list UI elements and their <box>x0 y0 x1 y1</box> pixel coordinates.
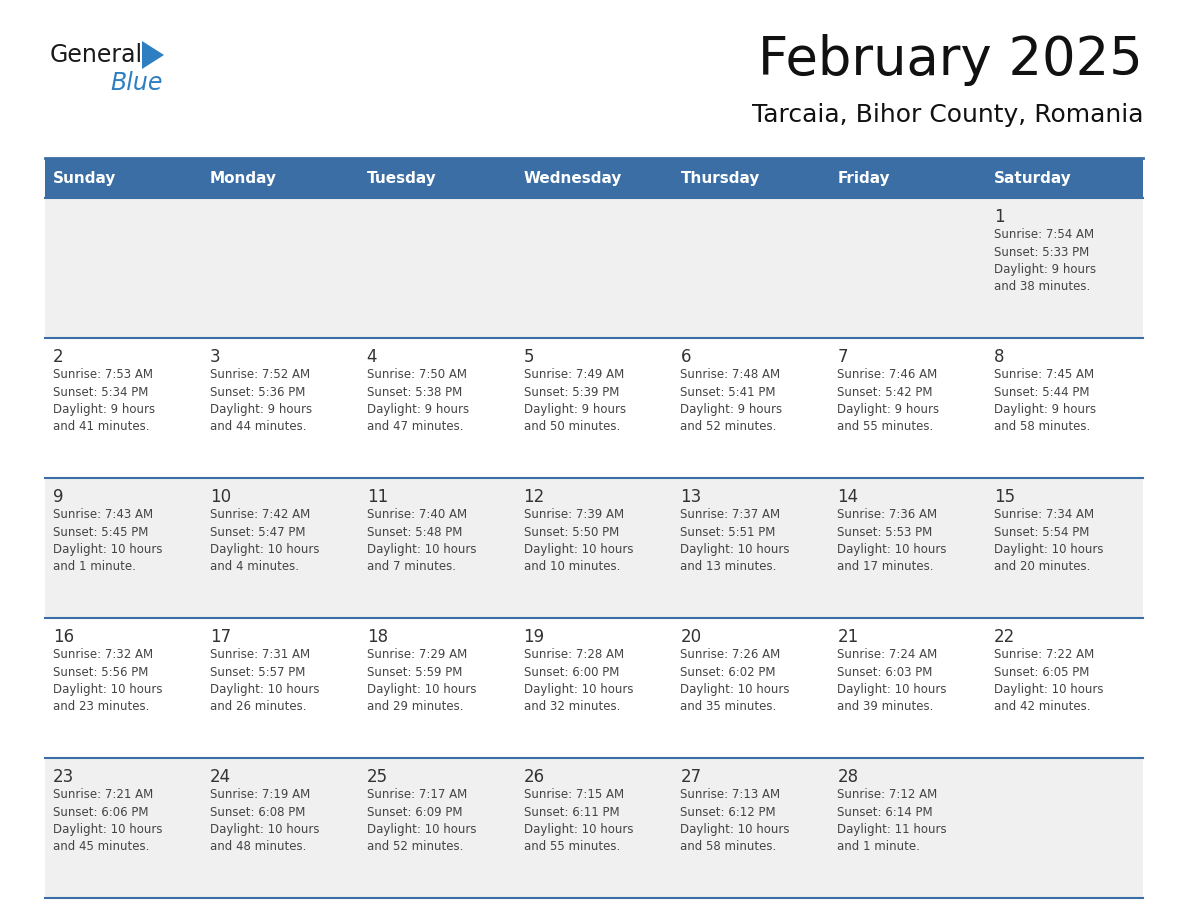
Text: 7: 7 <box>838 348 848 366</box>
Text: Sunrise: 7:53 AM
Sunset: 5:34 PM
Daylight: 9 hours
and 41 minutes.: Sunrise: 7:53 AM Sunset: 5:34 PM Dayligh… <box>53 368 156 433</box>
Text: 21: 21 <box>838 628 859 646</box>
Text: 13: 13 <box>681 488 702 506</box>
Text: Tarcaia, Bihor County, Romania: Tarcaia, Bihor County, Romania <box>752 103 1143 127</box>
Text: 18: 18 <box>367 628 387 646</box>
Text: 11: 11 <box>367 488 388 506</box>
Text: 5: 5 <box>524 348 535 366</box>
Text: Sunrise: 7:43 AM
Sunset: 5:45 PM
Daylight: 10 hours
and 1 minute.: Sunrise: 7:43 AM Sunset: 5:45 PM Dayligh… <box>53 508 163 574</box>
Text: 28: 28 <box>838 768 859 786</box>
Text: Sunrise: 7:19 AM
Sunset: 6:08 PM
Daylight: 10 hours
and 48 minutes.: Sunrise: 7:19 AM Sunset: 6:08 PM Dayligh… <box>210 788 320 854</box>
Text: Sunrise: 7:28 AM
Sunset: 6:00 PM
Daylight: 10 hours
and 32 minutes.: Sunrise: 7:28 AM Sunset: 6:00 PM Dayligh… <box>524 648 633 713</box>
Text: 3: 3 <box>210 348 221 366</box>
Text: 24: 24 <box>210 768 230 786</box>
Text: Sunrise: 7:48 AM
Sunset: 5:41 PM
Daylight: 9 hours
and 52 minutes.: Sunrise: 7:48 AM Sunset: 5:41 PM Dayligh… <box>681 368 783 433</box>
Text: Sunrise: 7:13 AM
Sunset: 6:12 PM
Daylight: 10 hours
and 58 minutes.: Sunrise: 7:13 AM Sunset: 6:12 PM Dayligh… <box>681 788 790 854</box>
Bar <box>986 158 1143 198</box>
Text: Sunrise: 7:46 AM
Sunset: 5:42 PM
Daylight: 9 hours
and 55 minutes.: Sunrise: 7:46 AM Sunset: 5:42 PM Dayligh… <box>838 368 940 433</box>
Text: Sunrise: 7:15 AM
Sunset: 6:11 PM
Daylight: 10 hours
and 55 minutes.: Sunrise: 7:15 AM Sunset: 6:11 PM Dayligh… <box>524 788 633 854</box>
Bar <box>45 478 1143 618</box>
Bar <box>202 158 359 198</box>
Text: Monday: Monday <box>210 171 277 185</box>
Text: 17: 17 <box>210 628 230 646</box>
Text: 10: 10 <box>210 488 230 506</box>
Bar <box>516 158 672 198</box>
Text: 26: 26 <box>524 768 544 786</box>
Text: 8: 8 <box>994 348 1005 366</box>
Text: Friday: Friday <box>838 171 890 185</box>
Text: 19: 19 <box>524 628 544 646</box>
Text: Sunrise: 7:32 AM
Sunset: 5:56 PM
Daylight: 10 hours
and 23 minutes.: Sunrise: 7:32 AM Sunset: 5:56 PM Dayligh… <box>53 648 163 713</box>
Text: Sunrise: 7:40 AM
Sunset: 5:48 PM
Daylight: 10 hours
and 7 minutes.: Sunrise: 7:40 AM Sunset: 5:48 PM Dayligh… <box>367 508 476 574</box>
Text: Tuesday: Tuesday <box>367 171 436 185</box>
Bar <box>359 158 516 198</box>
Text: Sunrise: 7:12 AM
Sunset: 6:14 PM
Daylight: 11 hours
and 1 minute.: Sunrise: 7:12 AM Sunset: 6:14 PM Dayligh… <box>838 788 947 854</box>
Text: 4: 4 <box>367 348 378 366</box>
Text: General: General <box>50 43 143 67</box>
Text: Sunrise: 7:37 AM
Sunset: 5:51 PM
Daylight: 10 hours
and 13 minutes.: Sunrise: 7:37 AM Sunset: 5:51 PM Dayligh… <box>681 508 790 574</box>
Bar <box>829 158 986 198</box>
Text: Sunrise: 7:42 AM
Sunset: 5:47 PM
Daylight: 10 hours
and 4 minutes.: Sunrise: 7:42 AM Sunset: 5:47 PM Dayligh… <box>210 508 320 574</box>
Bar <box>45 338 1143 478</box>
Text: Sunrise: 7:17 AM
Sunset: 6:09 PM
Daylight: 10 hours
and 52 minutes.: Sunrise: 7:17 AM Sunset: 6:09 PM Dayligh… <box>367 788 476 854</box>
Text: Blue: Blue <box>110 71 163 95</box>
Text: Sunrise: 7:21 AM
Sunset: 6:06 PM
Daylight: 10 hours
and 45 minutes.: Sunrise: 7:21 AM Sunset: 6:06 PM Dayligh… <box>53 788 163 854</box>
Text: 16: 16 <box>53 628 74 646</box>
Text: 23: 23 <box>53 768 74 786</box>
Text: Sunrise: 7:45 AM
Sunset: 5:44 PM
Daylight: 9 hours
and 58 minutes.: Sunrise: 7:45 AM Sunset: 5:44 PM Dayligh… <box>994 368 1097 433</box>
Text: 1: 1 <box>994 208 1005 226</box>
Text: Wednesday: Wednesday <box>524 171 623 185</box>
Text: Sunrise: 7:49 AM
Sunset: 5:39 PM
Daylight: 9 hours
and 50 minutes.: Sunrise: 7:49 AM Sunset: 5:39 PM Dayligh… <box>524 368 626 433</box>
Text: 9: 9 <box>53 488 63 506</box>
Bar <box>45 158 202 198</box>
Text: Sunrise: 7:54 AM
Sunset: 5:33 PM
Daylight: 9 hours
and 38 minutes.: Sunrise: 7:54 AM Sunset: 5:33 PM Dayligh… <box>994 228 1097 294</box>
Text: Thursday: Thursday <box>681 171 760 185</box>
Text: Sunrise: 7:31 AM
Sunset: 5:57 PM
Daylight: 10 hours
and 26 minutes.: Sunrise: 7:31 AM Sunset: 5:57 PM Dayligh… <box>210 648 320 713</box>
Text: 14: 14 <box>838 488 859 506</box>
Bar <box>45 758 1143 898</box>
Text: February 2025: February 2025 <box>758 34 1143 86</box>
Text: Saturday: Saturday <box>994 171 1072 185</box>
Bar <box>45 618 1143 758</box>
Text: Sunrise: 7:29 AM
Sunset: 5:59 PM
Daylight: 10 hours
and 29 minutes.: Sunrise: 7:29 AM Sunset: 5:59 PM Dayligh… <box>367 648 476 713</box>
Text: Sunrise: 7:22 AM
Sunset: 6:05 PM
Daylight: 10 hours
and 42 minutes.: Sunrise: 7:22 AM Sunset: 6:05 PM Dayligh… <box>994 648 1104 713</box>
Bar <box>45 198 1143 338</box>
Text: 15: 15 <box>994 488 1016 506</box>
Text: 12: 12 <box>524 488 545 506</box>
Text: Sunrise: 7:26 AM
Sunset: 6:02 PM
Daylight: 10 hours
and 35 minutes.: Sunrise: 7:26 AM Sunset: 6:02 PM Dayligh… <box>681 648 790 713</box>
Text: 2: 2 <box>53 348 64 366</box>
Text: 20: 20 <box>681 628 702 646</box>
Text: Sunrise: 7:39 AM
Sunset: 5:50 PM
Daylight: 10 hours
and 10 minutes.: Sunrise: 7:39 AM Sunset: 5:50 PM Dayligh… <box>524 508 633 574</box>
Text: Sunday: Sunday <box>53 171 116 185</box>
Text: 25: 25 <box>367 768 387 786</box>
Text: Sunrise: 7:34 AM
Sunset: 5:54 PM
Daylight: 10 hours
and 20 minutes.: Sunrise: 7:34 AM Sunset: 5:54 PM Dayligh… <box>994 508 1104 574</box>
Text: Sunrise: 7:24 AM
Sunset: 6:03 PM
Daylight: 10 hours
and 39 minutes.: Sunrise: 7:24 AM Sunset: 6:03 PM Dayligh… <box>838 648 947 713</box>
Text: 22: 22 <box>994 628 1016 646</box>
Text: Sunrise: 7:50 AM
Sunset: 5:38 PM
Daylight: 9 hours
and 47 minutes.: Sunrise: 7:50 AM Sunset: 5:38 PM Dayligh… <box>367 368 469 433</box>
Bar <box>672 158 829 198</box>
Text: 27: 27 <box>681 768 702 786</box>
Polygon shape <box>143 41 164 69</box>
Text: Sunrise: 7:36 AM
Sunset: 5:53 PM
Daylight: 10 hours
and 17 minutes.: Sunrise: 7:36 AM Sunset: 5:53 PM Dayligh… <box>838 508 947 574</box>
Text: Sunrise: 7:52 AM
Sunset: 5:36 PM
Daylight: 9 hours
and 44 minutes.: Sunrise: 7:52 AM Sunset: 5:36 PM Dayligh… <box>210 368 312 433</box>
Text: 6: 6 <box>681 348 691 366</box>
